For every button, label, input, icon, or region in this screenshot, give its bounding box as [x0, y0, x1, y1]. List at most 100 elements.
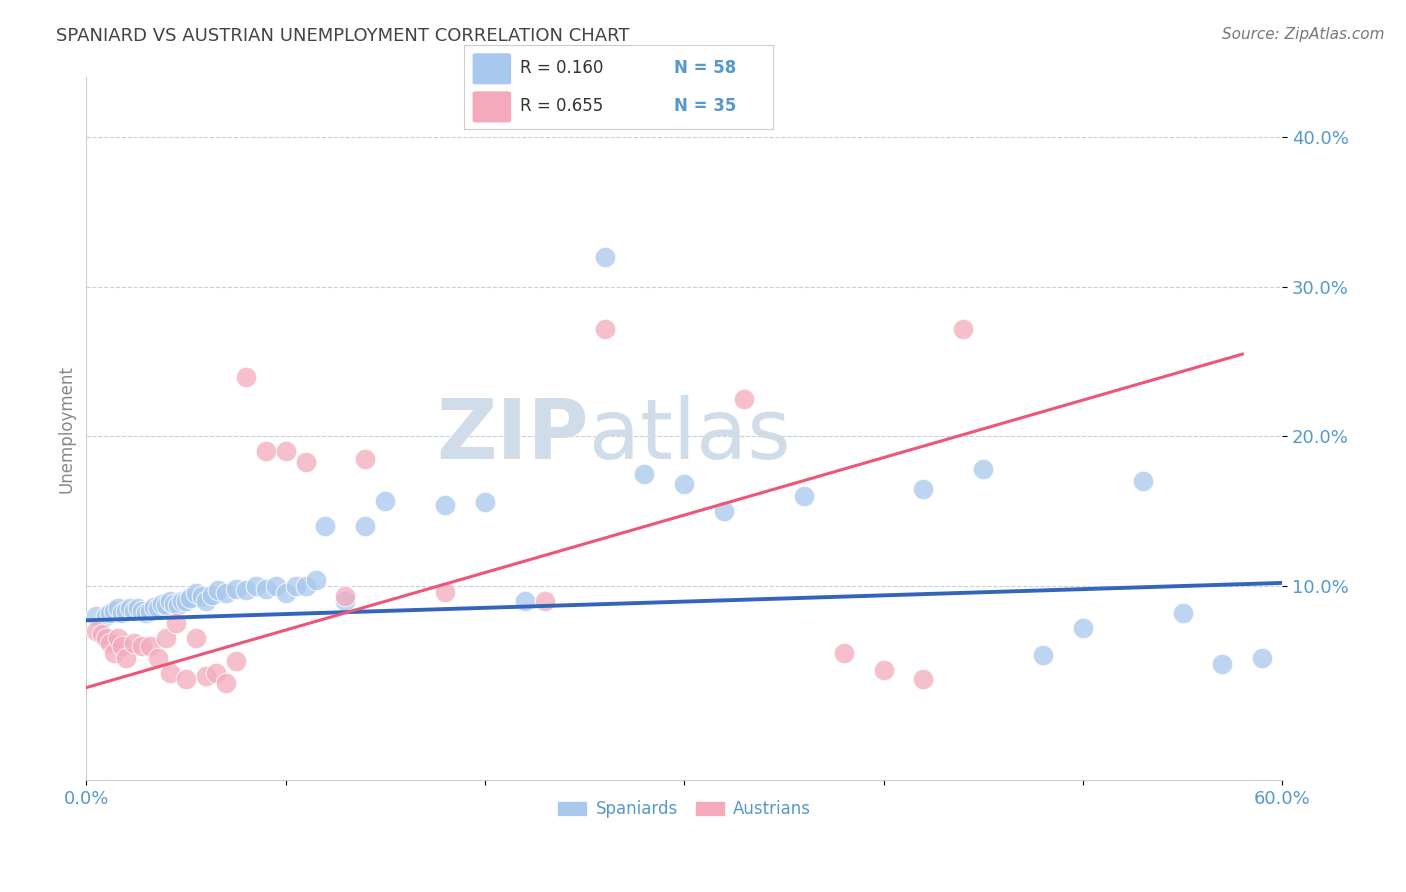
Text: Source: ZipAtlas.com: Source: ZipAtlas.com [1222, 27, 1385, 42]
Text: ZIP: ZIP [436, 395, 589, 476]
Point [1071, 621, 1094, 635]
Point [131, 639, 153, 653]
Point [633, 467, 655, 481]
Point [96, 608, 118, 623]
Point [184, 586, 207, 600]
Point [135, 606, 157, 620]
Point [245, 579, 267, 593]
Point [673, 477, 696, 491]
Point [513, 594, 536, 608]
Point [167, 599, 190, 613]
Point [159, 594, 181, 608]
Point [593, 321, 616, 335]
Point [107, 632, 129, 646]
Legend: Spaniards, Austrians: Spaniards, Austrians [551, 793, 818, 825]
Point [872, 663, 894, 677]
Point [434, 585, 457, 599]
Point [139, 604, 162, 618]
Point [713, 504, 735, 518]
Text: atlas: atlas [589, 395, 790, 476]
Point [174, 594, 197, 608]
Point [120, 601, 142, 615]
Point [912, 482, 935, 496]
Point [235, 369, 257, 384]
Point [374, 493, 396, 508]
Point [98, 606, 121, 620]
Point [103, 646, 125, 660]
Point [793, 489, 815, 503]
Point [111, 639, 134, 653]
Point [254, 582, 277, 596]
Point [165, 616, 187, 631]
Text: R = 0.655: R = 0.655 [520, 97, 603, 115]
Point [122, 636, 145, 650]
Point [98, 636, 121, 650]
Point [122, 604, 145, 618]
Point [155, 599, 177, 613]
FancyBboxPatch shape [474, 54, 510, 84]
Point [274, 586, 297, 600]
Point [912, 672, 935, 686]
Point [115, 604, 138, 618]
Point [115, 650, 138, 665]
Point [194, 594, 217, 608]
Point [314, 519, 336, 533]
Point [201, 588, 224, 602]
Point [1132, 474, 1154, 488]
Text: R = 0.160: R = 0.160 [520, 60, 603, 78]
Point [264, 579, 287, 593]
Point [335, 590, 357, 604]
FancyBboxPatch shape [474, 92, 510, 121]
Point [952, 321, 974, 335]
Point [254, 444, 277, 458]
Point [131, 604, 153, 618]
Point [1171, 606, 1194, 620]
Point [284, 579, 307, 593]
Point [207, 583, 229, 598]
Point [159, 665, 181, 680]
Point [205, 665, 228, 680]
Point [235, 583, 257, 598]
Point [474, 495, 496, 509]
Point [107, 601, 129, 615]
Y-axis label: Unemployment: Unemployment [58, 365, 75, 492]
Point [304, 573, 326, 587]
Point [274, 444, 297, 458]
Point [84, 608, 107, 623]
Point [1211, 657, 1233, 671]
Point [972, 462, 994, 476]
Point [84, 624, 107, 638]
Point [163, 597, 186, 611]
Point [354, 519, 377, 533]
Text: N = 35: N = 35 [675, 97, 737, 115]
Point [533, 594, 555, 608]
Point [184, 632, 207, 646]
Point [294, 455, 316, 469]
Point [96, 632, 118, 646]
Point [335, 594, 357, 608]
Point [127, 601, 149, 615]
Point [150, 597, 173, 611]
Point [434, 498, 457, 512]
Point [1251, 650, 1274, 665]
Point [1032, 648, 1054, 662]
Point [354, 451, 377, 466]
Point [155, 632, 177, 646]
Point [215, 676, 238, 690]
Point [111, 606, 134, 620]
Point [294, 579, 316, 593]
Point [191, 590, 214, 604]
Point [225, 582, 247, 596]
Point [146, 650, 169, 665]
Point [174, 672, 197, 686]
Point [139, 639, 162, 653]
Point [179, 591, 201, 605]
Text: SPANIARD VS AUSTRIAN UNEMPLOYMENT CORRELATION CHART: SPANIARD VS AUSTRIAN UNEMPLOYMENT CORREL… [56, 27, 630, 45]
Point [733, 392, 755, 406]
Point [832, 646, 855, 660]
Point [194, 668, 217, 682]
Point [593, 250, 616, 264]
Point [103, 604, 125, 618]
Point [225, 654, 247, 668]
Point [91, 626, 114, 640]
